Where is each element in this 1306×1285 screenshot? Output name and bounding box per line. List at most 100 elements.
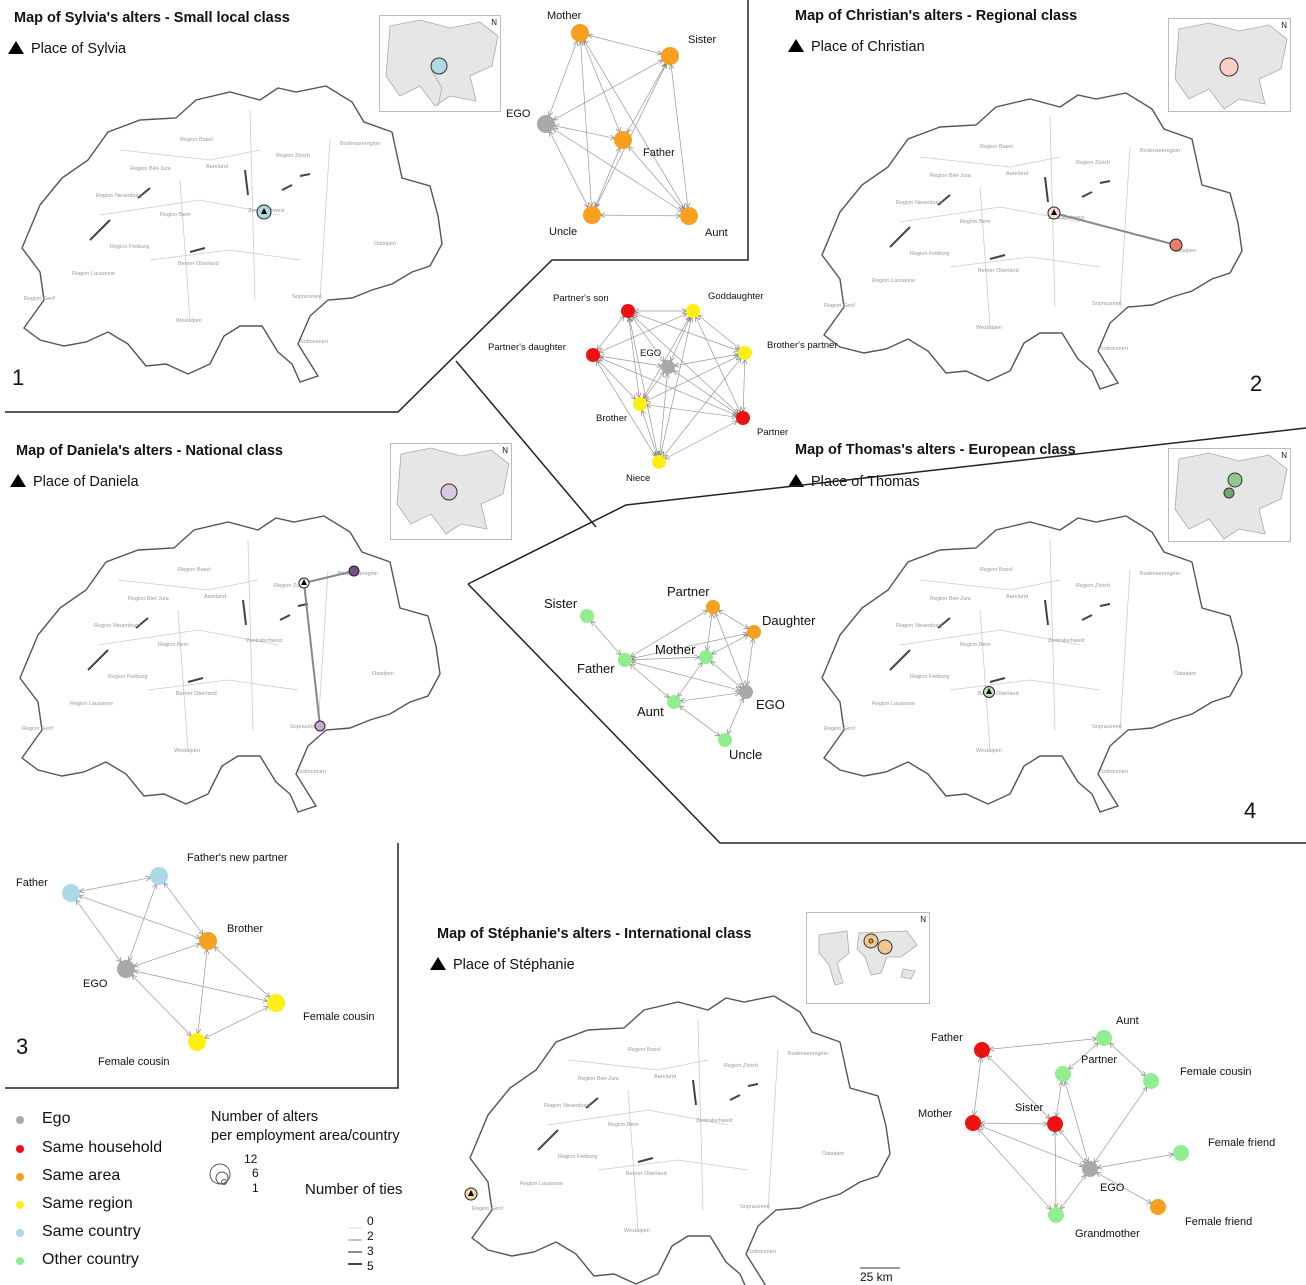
region-label: Region Lausanne	[872, 701, 915, 707]
network-node	[62, 884, 80, 902]
map-tie	[303, 570, 355, 584]
network-tie	[671, 65, 688, 207]
region-label: Sottoceneri	[748, 1249, 776, 1255]
region-label: Region Neuenburg	[94, 623, 140, 629]
swiss-map-3	[19, 515, 441, 813]
place-triangle-icon	[788, 474, 804, 487]
network-tie	[129, 884, 156, 960]
world-inset-map: N	[806, 912, 930, 1004]
region-label: Bodenseeregion	[788, 1051, 828, 1057]
region-label: Sopraceneri	[740, 1204, 770, 1210]
region-label: Region Freiburg	[108, 674, 147, 680]
region-label: Region Lausanne	[520, 1181, 563, 1187]
network-tie	[711, 662, 740, 688]
legend-dot-same-country	[16, 1229, 24, 1237]
network-node	[686, 304, 700, 318]
map-tie	[303, 582, 321, 727]
network-node	[1047, 1116, 1063, 1132]
network-node	[738, 346, 752, 360]
network-tie	[550, 132, 588, 207]
place-triangle-icon	[8, 41, 24, 54]
place-triangle-icon	[788, 39, 804, 52]
network-tie	[595, 148, 619, 206]
network-node	[747, 625, 761, 639]
network-node-label: Female friend	[1185, 1216, 1252, 1228]
region-label: Region Zürich	[276, 153, 310, 159]
place-triangle-icon	[986, 688, 992, 694]
region-label: Region Bern	[608, 1122, 639, 1128]
panel-5-title: Map of Stéphanie's alters - Internationa…	[437, 926, 752, 942]
map-markers	[256, 204, 1183, 1201]
network-node	[718, 733, 732, 747]
network-tie	[642, 411, 657, 456]
network-tie	[76, 900, 120, 961]
swiss-map-4	[821, 515, 1243, 813]
network-node	[188, 1033, 206, 1051]
world-inset-svg	[818, 930, 918, 986]
network-node-label: Partner's son	[553, 293, 609, 304]
region-label: Region Neuenburg	[96, 193, 142, 199]
network-node	[680, 207, 698, 225]
network-node-label: Female cousin	[1180, 1066, 1252, 1078]
region-label: Region Bern	[158, 642, 189, 648]
network-node	[736, 411, 750, 425]
network-tie	[680, 706, 720, 736]
legend-ties-5: 5	[367, 1259, 374, 1273]
region-label: Westalpen	[976, 325, 1002, 331]
panel-4-number: 4	[1244, 798, 1257, 823]
network-node-label: EGO	[756, 697, 785, 712]
region-label: Zentralschweiz	[246, 638, 283, 644]
legend-ties-0: 0	[367, 1214, 374, 1228]
panel-3-number: 3	[16, 1034, 29, 1059]
place-triangle-icon	[301, 579, 307, 585]
network-tie	[599, 314, 686, 352]
region-label: Region Biel-Jura	[930, 173, 972, 179]
region-label: Sopraceneri	[292, 294, 322, 300]
network-tie	[675, 354, 738, 365]
network-tie	[589, 35, 662, 54]
network-node-label: Mother	[655, 642, 696, 657]
region-label: Region Zürich	[724, 1063, 758, 1069]
legend-label-other-country: Other country	[42, 1251, 139, 1268]
network-node-label: Grandmother	[1075, 1228, 1140, 1240]
region-label: Berner Oberland	[978, 691, 1019, 697]
network-node-label: Partner	[757, 427, 788, 438]
place-triangle-icon	[10, 474, 26, 487]
region-label: Region Basel	[980, 144, 1013, 150]
region-label: Region Basel	[178, 567, 211, 573]
inset-alter-circle	[430, 57, 448, 75]
inset-alter-circle	[877, 939, 893, 955]
region-label: Region Freiburg	[558, 1154, 597, 1160]
network-node	[974, 1042, 990, 1058]
network-tie	[978, 1129, 1050, 1209]
region-label: Aareland	[206, 164, 228, 170]
network-node-label: Aunt	[637, 704, 664, 719]
panel-2-number: 2	[1250, 371, 1263, 396]
network-node	[633, 397, 647, 411]
region-label: Ostalpen	[1174, 248, 1196, 254]
network-node-label: Brother	[227, 923, 263, 935]
region-label: Sottoceneri	[300, 339, 328, 345]
network-node-label: Father	[643, 147, 675, 159]
network-tie	[215, 947, 270, 997]
network-tie	[135, 971, 267, 1001]
network-tie	[1069, 1043, 1098, 1068]
network-tie	[980, 1126, 1082, 1166]
inset-alter-circle	[1223, 487, 1235, 499]
panel-5-place: Place of Stéphanie	[430, 957, 575, 973]
network-tie	[674, 371, 737, 414]
place-triangle-icon	[468, 1190, 474, 1196]
region-label: Region Zürich	[1076, 583, 1110, 589]
network-node	[1055, 1066, 1071, 1082]
network-tie	[601, 215, 680, 216]
network-node-label: Daughter	[762, 613, 816, 628]
region-label: Sottoceneri	[1100, 346, 1128, 352]
map-tie	[1053, 212, 1177, 246]
network-tie	[1055, 1132, 1056, 1207]
network-node	[661, 47, 679, 65]
network-node	[537, 115, 555, 133]
network-tie	[1097, 1173, 1151, 1203]
map-alter-circle	[1169, 238, 1183, 252]
north-arrow: N	[491, 18, 497, 27]
network-node	[1173, 1145, 1189, 1161]
